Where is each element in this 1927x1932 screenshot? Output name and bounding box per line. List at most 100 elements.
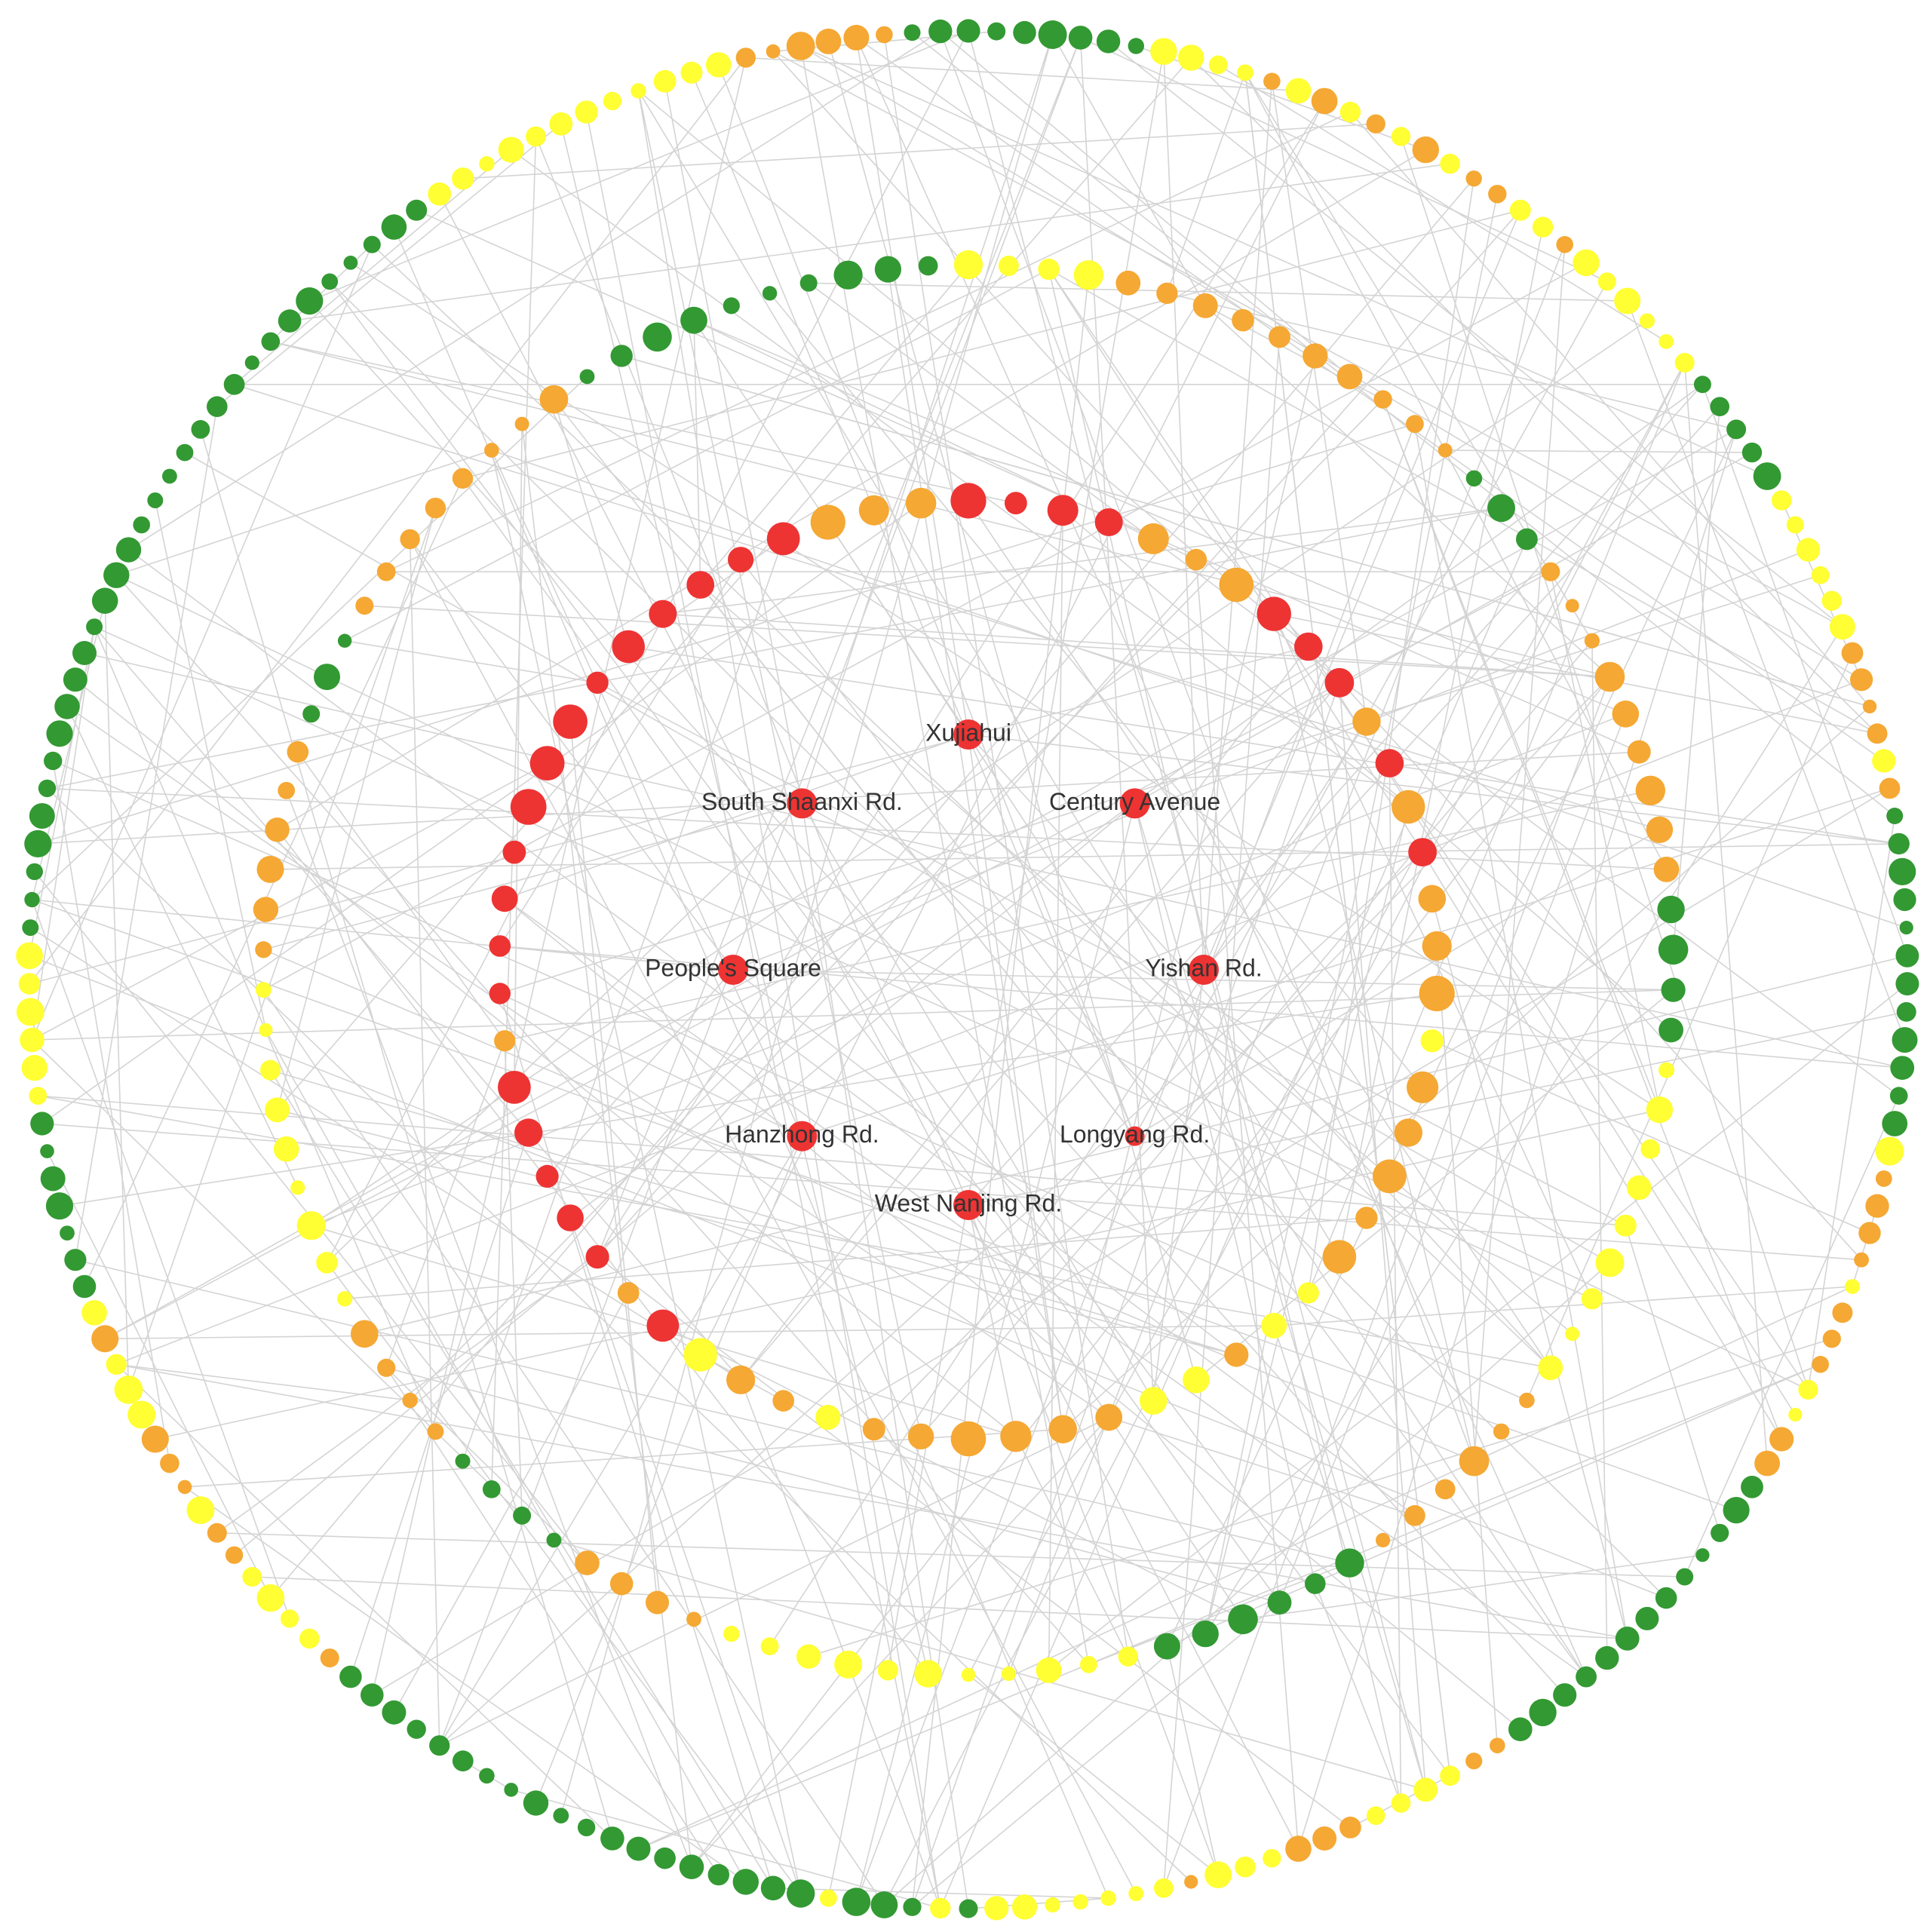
node [1440, 153, 1460, 174]
edge [29, 57, 747, 985]
node [1072, 1894, 1088, 1910]
edge [1274, 1286, 1853, 1326]
edge [94, 626, 741, 1381]
edge [104, 428, 1737, 1339]
edge [801, 803, 969, 1909]
node [1355, 1207, 1378, 1229]
edge [637, 90, 1340, 1258]
node [1788, 1407, 1803, 1422]
node [1594, 661, 1625, 692]
node [1646, 1096, 1674, 1124]
edge [438, 37, 1082, 1746]
node [646, 1309, 680, 1342]
node [1640, 1139, 1661, 1159]
node [1422, 931, 1452, 961]
edge [700, 264, 969, 586]
node [91, 1325, 119, 1353]
edge [52, 760, 170, 1464]
node [1036, 1657, 1062, 1683]
edge [184, 1486, 747, 1883]
node [1882, 1111, 1908, 1136]
node [526, 126, 546, 147]
edge [46, 787, 1192, 1883]
node [1391, 127, 1411, 146]
node [953, 1190, 983, 1220]
edge [1163, 336, 1281, 1888]
node [339, 1665, 362, 1688]
edge [968, 362, 1686, 1676]
node [609, 1572, 634, 1596]
edge [462, 538, 784, 1461]
edge [637, 90, 922, 1437]
node [815, 1404, 841, 1431]
node [24, 830, 52, 857]
edge [184, 452, 1610, 1264]
node [1465, 1753, 1483, 1770]
edge [808, 282, 1900, 1096]
edge [1591, 640, 1608, 1658]
edge [66, 706, 299, 1188]
node [930, 1897, 951, 1919]
edge [1062, 355, 1316, 1430]
node [26, 863, 43, 881]
node [1529, 1698, 1557, 1727]
node [1754, 1450, 1781, 1477]
node [1153, 1633, 1180, 1660]
node [38, 779, 57, 798]
edge [569, 1217, 802, 1894]
node [612, 630, 645, 664]
node [1659, 334, 1674, 349]
node [953, 250, 983, 280]
node [1406, 415, 1424, 434]
node [1565, 1326, 1580, 1342]
edge [585, 112, 941, 1909]
node [376, 562, 396, 581]
node [1812, 1356, 1829, 1373]
node [1516, 528, 1538, 550]
edge [855, 37, 1885, 762]
node [72, 641, 97, 665]
edge [511, 149, 1409, 808]
node [1850, 668, 1873, 692]
node [1408, 838, 1437, 866]
node [1080, 1655, 1097, 1673]
node [1674, 353, 1695, 373]
edge [115, 574, 1809, 1391]
node [686, 1612, 701, 1627]
edge [438, 193, 1299, 1849]
edge [1163, 51, 1204, 971]
node [114, 1375, 143, 1404]
edge [439, 1416, 1109, 1746]
edge [1134, 829, 1660, 1137]
edge [329, 281, 1667, 1599]
node [617, 1282, 640, 1304]
node [1659, 1017, 1684, 1043]
node [654, 1847, 676, 1869]
node [1493, 1423, 1510, 1440]
node [626, 1836, 651, 1861]
node [877, 1660, 898, 1681]
node [586, 671, 609, 694]
edge [1190, 57, 1878, 734]
node [429, 1735, 450, 1756]
node [278, 309, 302, 333]
edge [745, 57, 1299, 92]
edge [46, 1151, 272, 1599]
node [1573, 249, 1600, 277]
node [482, 1480, 501, 1498]
edge [855, 803, 1136, 1903]
edge [1134, 803, 1427, 1790]
edge [1701, 384, 1908, 956]
node [1366, 1806, 1385, 1825]
node [1796, 538, 1821, 562]
node [64, 1249, 87, 1271]
node [1118, 1646, 1139, 1667]
node [259, 1023, 273, 1038]
edge [621, 355, 1870, 707]
edge [968, 384, 1703, 1206]
node [1676, 1568, 1694, 1586]
node [1305, 1573, 1326, 1594]
node [760, 1875, 786, 1901]
node [256, 1584, 285, 1612]
node [504, 1783, 518, 1797]
